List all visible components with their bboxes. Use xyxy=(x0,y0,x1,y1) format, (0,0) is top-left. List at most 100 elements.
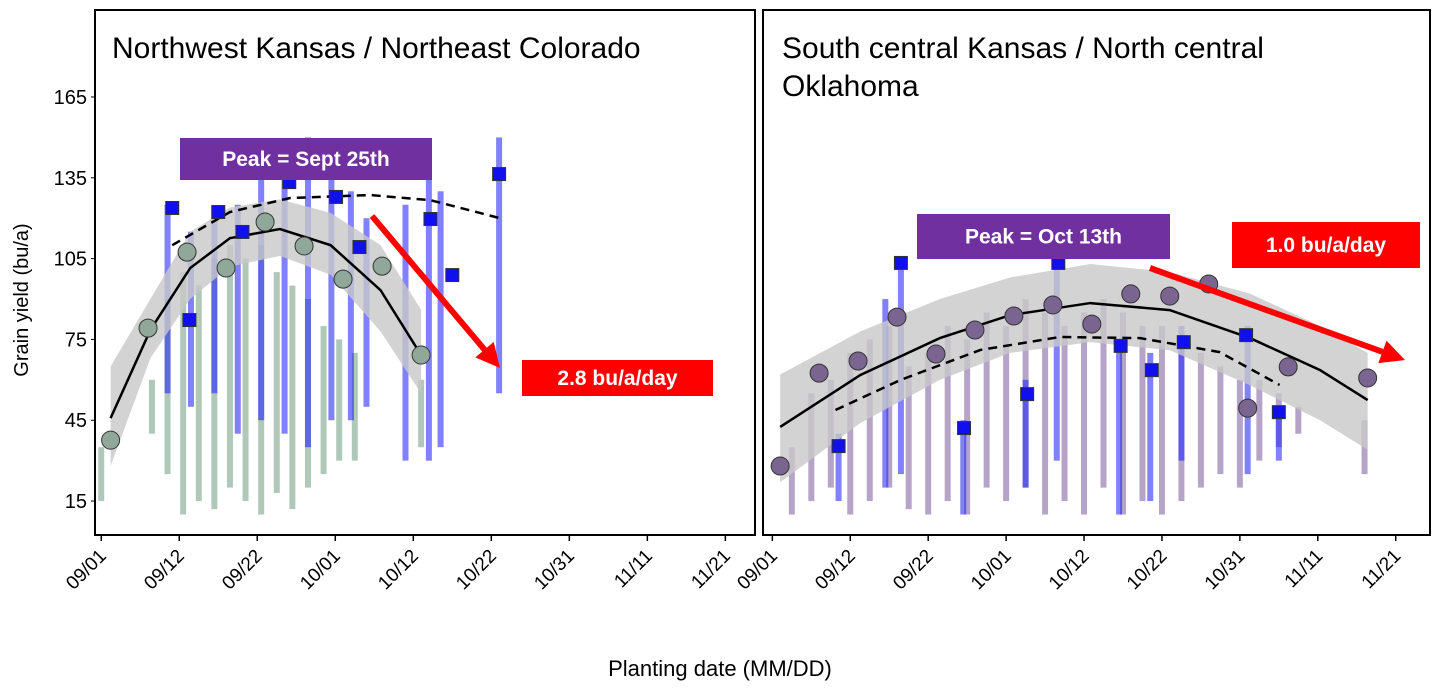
point-cloud xyxy=(788,447,795,515)
point-cloud xyxy=(148,379,155,434)
point-cloud xyxy=(281,150,288,434)
x-tick-label: 10/12 xyxy=(1045,546,1093,594)
point-cloud xyxy=(1022,379,1029,488)
circle-marker xyxy=(770,456,790,476)
annotation-box xyxy=(522,360,713,396)
point-cloud xyxy=(835,433,842,502)
arrow-head xyxy=(475,341,500,368)
square-marker xyxy=(1113,338,1128,353)
point-cloud xyxy=(98,447,105,502)
point-cloud xyxy=(1295,406,1302,434)
circle-marker xyxy=(1238,398,1258,418)
point-cloud xyxy=(1256,379,1263,461)
x-tick-label: 10/31 xyxy=(530,546,578,594)
confidence-band xyxy=(780,264,1368,483)
annotation-text: 1.0 bu/a/day xyxy=(1266,234,1387,257)
annotation-box xyxy=(180,138,432,180)
square-marker xyxy=(1271,405,1286,420)
x-tick-label: 09/12 xyxy=(140,546,188,594)
annotation-box xyxy=(1232,222,1420,268)
square-marker xyxy=(1239,328,1254,343)
point-cloud xyxy=(425,177,432,461)
square-marker xyxy=(1020,387,1035,402)
square-marker xyxy=(1144,363,1159,378)
point-cloud xyxy=(273,272,280,493)
point-cloud xyxy=(1236,379,1243,488)
circle-marker xyxy=(177,242,197,262)
circle-marker xyxy=(294,236,314,256)
square-marker xyxy=(831,439,846,454)
x-tick-label: 11/21 xyxy=(687,546,734,593)
circle-marker xyxy=(965,320,985,340)
point-cloud xyxy=(1275,406,1282,461)
point-cloud xyxy=(1042,312,1049,515)
circle-marker xyxy=(1121,284,1141,304)
point-cloud xyxy=(180,272,187,515)
fit-line xyxy=(109,227,423,419)
annotation-text: Peak = Sept 25th xyxy=(222,148,390,171)
panel-title: South central Kansas / North central Okl… xyxy=(782,32,1264,103)
y-tick-label: 45 xyxy=(65,410,87,432)
annotation-text: Peak = Oct 13th xyxy=(965,226,1122,249)
x-tick-label: 09/01 xyxy=(733,546,781,594)
square-marker xyxy=(492,167,507,182)
point-cloud xyxy=(866,339,873,502)
circle-marker xyxy=(138,318,158,338)
point-cloud xyxy=(1119,312,1126,515)
point-cloud xyxy=(347,191,354,421)
point-cloud xyxy=(496,137,503,394)
circle-marker xyxy=(1160,286,1180,306)
circle-marker xyxy=(216,258,236,278)
circle-marker xyxy=(255,212,275,232)
point-cloud xyxy=(983,312,990,488)
fit-line xyxy=(779,301,1369,429)
circle-marker xyxy=(101,430,121,450)
square-marker xyxy=(893,255,908,270)
point-cloud xyxy=(437,191,444,448)
circle-marker xyxy=(1004,306,1024,326)
x-tick-label: 11/21 xyxy=(1358,546,1405,593)
circle-marker xyxy=(887,307,907,327)
trend-arrow xyxy=(1148,265,1384,355)
x-tick-label: 10/22 xyxy=(452,546,500,594)
point-cloud xyxy=(320,325,327,475)
square-marker xyxy=(1176,335,1191,350)
point-cloud xyxy=(1217,366,1224,475)
point-cloud xyxy=(1003,325,1010,502)
point-cloud xyxy=(351,352,358,461)
point-cloud xyxy=(336,339,343,461)
y-tick-label: 165 xyxy=(54,87,87,109)
arrow-head xyxy=(1378,340,1405,364)
annotation-box xyxy=(917,214,1170,259)
panel-title: Northwest Kansas / Northeast Colorado xyxy=(112,32,641,65)
square-marker xyxy=(165,200,180,215)
circle-marker xyxy=(848,351,868,371)
confidence-band xyxy=(110,199,422,467)
panel-frame xyxy=(94,9,756,536)
circle-marker xyxy=(333,269,353,289)
point-cloud xyxy=(226,245,233,488)
plot-area xyxy=(98,137,507,515)
circle-marker xyxy=(1082,314,1102,334)
point-cloud xyxy=(195,285,202,502)
x-tick-label: 10/01 xyxy=(967,546,1015,594)
x-tick-label: 09/12 xyxy=(811,546,859,594)
square-marker xyxy=(445,268,460,283)
circle-marker xyxy=(1358,368,1378,388)
x-tick-label: 10/01 xyxy=(296,546,344,594)
circle-marker xyxy=(1043,295,1063,315)
circle-marker xyxy=(411,345,431,365)
point-cloud xyxy=(905,366,912,510)
point-cloud xyxy=(242,258,249,502)
square-marker xyxy=(235,224,250,239)
point-cloud xyxy=(1139,325,1146,502)
trend-arrow xyxy=(369,214,487,352)
plot-area xyxy=(770,255,1378,515)
point-cloud xyxy=(1158,325,1165,515)
x-tick-label: 09/01 xyxy=(62,546,110,594)
y-tick-label: 15 xyxy=(65,491,87,513)
y-tick-label: 75 xyxy=(65,329,87,351)
square-marker xyxy=(329,189,344,204)
x-tick-label: 11/11 xyxy=(1281,546,1327,592)
